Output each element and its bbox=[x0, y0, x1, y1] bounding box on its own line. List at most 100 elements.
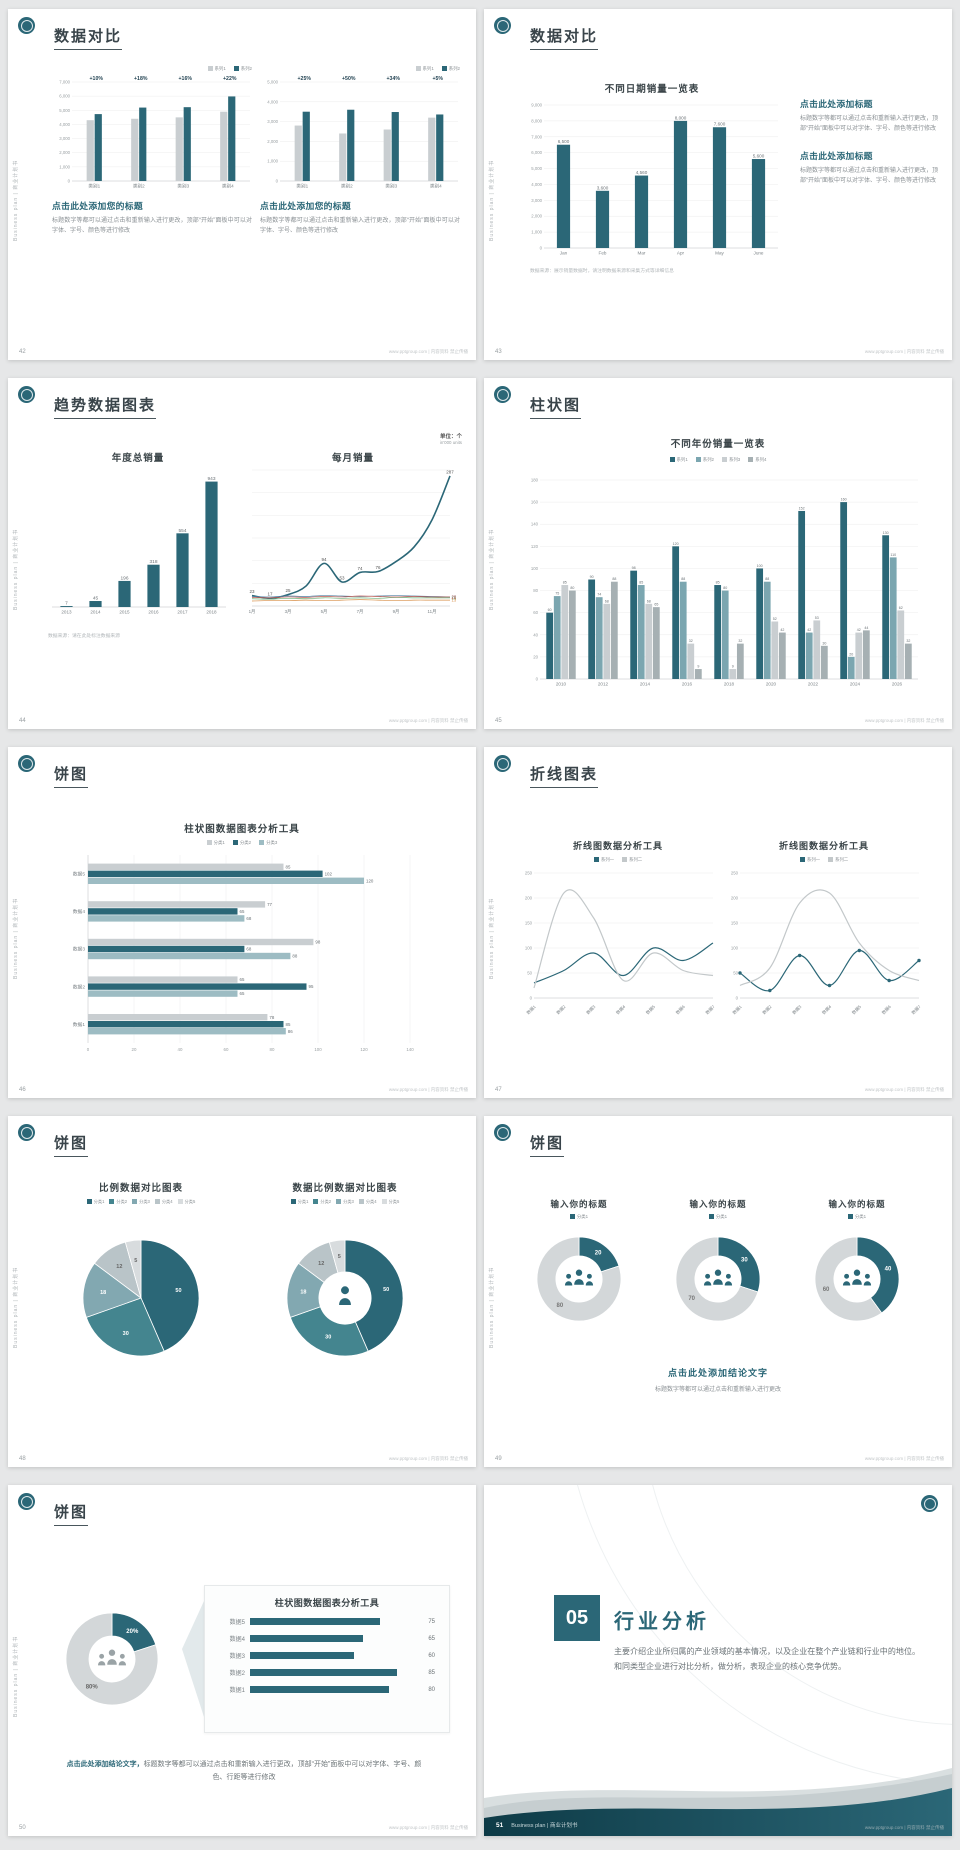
svg-text:80: 80 bbox=[533, 588, 538, 593]
watermark: www.pptgroup.com | 内容资料 禁止传播 bbox=[388, 718, 468, 723]
annual-sales-chart: 2013 7 2014 45 2015 196 2016 318 2017 554 2018 943 bbox=[48, 464, 228, 616]
svg-text:152: 152 bbox=[799, 506, 805, 510]
svg-text:68: 68 bbox=[246, 916, 251, 921]
donut-chart: 50 30 18 12 5 bbox=[246, 1205, 444, 1391]
slide-47[interactable]: Business plan | 商业计划书 折线图表 折线图数据分析工具 系列一… bbox=[484, 747, 952, 1098]
svg-text:80: 80 bbox=[557, 1303, 564, 1309]
page-number: 50 bbox=[19, 1825, 26, 1831]
svg-text:数据2: 数据2 bbox=[555, 1003, 568, 1015]
watermark: www.pptgroup.com | 内容资料 禁止传播 bbox=[864, 1825, 944, 1830]
svg-text:95: 95 bbox=[309, 984, 314, 989]
svg-text:74: 74 bbox=[597, 593, 601, 597]
slide-49[interactable]: Business plan | 商业计划书 饼图 输入你的标题 分类1 20 80… bbox=[484, 1116, 952, 1467]
brand-logo-icon bbox=[18, 386, 35, 403]
svg-text:160: 160 bbox=[531, 500, 539, 505]
legend-item: 系列2 bbox=[441, 66, 460, 72]
page-number: 43 bbox=[495, 349, 502, 355]
svg-text:3,600: 3,600 bbox=[597, 185, 609, 190]
svg-text:1,000: 1,000 bbox=[267, 159, 278, 164]
svg-text:May: May bbox=[715, 251, 724, 256]
svg-text:数据1: 数据1 bbox=[73, 1021, 86, 1028]
page-number: 49 bbox=[495, 1456, 502, 1462]
slide-43[interactable]: Business plan | 商业计划书 数据对比 不同日期销量一览表 0 1,… bbox=[484, 9, 952, 360]
svg-text:75: 75 bbox=[555, 592, 559, 596]
svg-text:12: 12 bbox=[116, 1264, 122, 1270]
svg-text:23: 23 bbox=[249, 589, 255, 594]
svg-text:2024: 2024 bbox=[850, 682, 861, 687]
svg-text:30: 30 bbox=[325, 1334, 331, 1340]
svg-text:6,000: 6,000 bbox=[531, 150, 542, 155]
legend-item: 系列4 bbox=[748, 457, 766, 463]
svg-text:42: 42 bbox=[807, 628, 811, 632]
legend-item: 系列二 bbox=[622, 857, 642, 863]
sidebar-vertical-text: Business plan | 商业计划书 bbox=[13, 1266, 19, 1348]
legend-item: 分类1 bbox=[569, 1214, 588, 1220]
svg-text:7,000: 7,000 bbox=[59, 80, 70, 85]
svg-text:68: 68 bbox=[605, 599, 609, 603]
svg-text:50: 50 bbox=[527, 971, 532, 976]
donut-chart-block: 数据比例数据对比图表 分类1 分类2 分类3 分类4 分类5 50 30 18 12 5 bbox=[246, 1180, 444, 1391]
svg-text:80: 80 bbox=[723, 586, 727, 590]
svg-text:100: 100 bbox=[531, 566, 539, 571]
svg-text:120: 120 bbox=[360, 1047, 368, 1052]
svg-text:85: 85 bbox=[639, 581, 643, 585]
svg-text:2012: 2012 bbox=[598, 682, 609, 687]
svg-text:60: 60 bbox=[533, 610, 538, 615]
slide-45[interactable]: Business plan | 商业计划书 柱状图 不同年份销量一览表 系列1 系… bbox=[484, 378, 952, 729]
slide-46[interactable]: Business plan | 商业计划书 饼图 柱状图数据图表分析工具 分类1… bbox=[8, 747, 476, 1098]
svg-text:数据4: 数据4 bbox=[614, 1003, 627, 1015]
svg-text:8,000: 8,000 bbox=[675, 115, 687, 120]
legend-item: 分类2 bbox=[109, 1199, 127, 1205]
svg-text:2014: 2014 bbox=[90, 610, 101, 615]
multi-series-column-chart: 0 20 40 60 80 100 120 140 160 180 2010 60 75 85 80 2012… bbox=[520, 470, 920, 688]
slide-50[interactable]: Business plan | 商业计划书 饼图 20% 80% 柱状图数据图表分… bbox=[8, 1485, 476, 1836]
bar-list-row: 数据4 65 bbox=[229, 1635, 435, 1643]
svg-text:4,000: 4,000 bbox=[59, 122, 70, 127]
legend-item: 系列一 bbox=[799, 857, 820, 863]
unit-label: 单位：个 in'000 units bbox=[440, 432, 462, 445]
footer-text: Business plan | 商业计划书 bbox=[511, 1823, 578, 1829]
slide-51[interactable]: 05 行业分析 主要介绍企业所归属的产业领域的基本情况，以及企业在整个产业链和行… bbox=[484, 1485, 952, 1836]
block-heading: 点击此处添加标题 bbox=[800, 99, 873, 109]
svg-text:40: 40 bbox=[885, 1267, 892, 1273]
legend-item: 系列1 bbox=[415, 66, 434, 72]
svg-text:6,000: 6,000 bbox=[59, 94, 70, 99]
svg-text:数据3: 数据3 bbox=[791, 1003, 804, 1015]
slide-48[interactable]: Business plan | 商业计划书 饼图 比例数据对比图表 分类1 分类2… bbox=[8, 1116, 476, 1467]
svg-text:数据2: 数据2 bbox=[73, 983, 86, 990]
legend-item: 分类4 bbox=[358, 1199, 377, 1205]
slide-42[interactable]: Business plan | 商业计划书 数据对比 系列1 系列2 0 1,000… bbox=[8, 9, 476, 360]
donut-block-2: 输入你的标题 分类1 30 70 bbox=[649, 1198, 787, 1338]
svg-text:32: 32 bbox=[689, 639, 693, 643]
chart-title: 不同年份销量一览表 bbox=[670, 439, 766, 450]
svg-text:65: 65 bbox=[654, 603, 658, 607]
brand-logo-icon bbox=[494, 386, 511, 403]
monthly-sales-line-chart: 1月 3月 5月 7月 9月 11月 23 17 25 94 53 74 76 287 18 20 13 20 bbox=[244, 464, 462, 616]
sidebar-vertical-text: Business plan | 商业计划书 bbox=[489, 897, 495, 979]
page-number: 48 bbox=[19, 1456, 26, 1462]
legend-item: 分类4 bbox=[154, 1199, 173, 1205]
pie-chart: 50 30 18 12 5 bbox=[42, 1205, 240, 1391]
legend-item: 分类1 bbox=[290, 1199, 308, 1205]
svg-text:250: 250 bbox=[731, 871, 739, 876]
watermark: www.pptgroup.com | 内容资料 禁止传播 bbox=[864, 1087, 944, 1092]
svg-text:68: 68 bbox=[647, 599, 651, 603]
svg-text:18: 18 bbox=[300, 1290, 306, 1296]
chart-title: 折线图数据分析工具 bbox=[778, 841, 869, 851]
svg-text:类别1: 类别1 bbox=[296, 183, 308, 190]
chart-svg: 0 50 100 150 200 250 数据1 数据2 数据3 数据4 数据5 数据6 数据7 bbox=[525, 871, 717, 1016]
page-number: 46 bbox=[19, 1087, 26, 1093]
svg-text:40: 40 bbox=[533, 632, 538, 637]
svg-text:88: 88 bbox=[681, 577, 685, 581]
svg-text:100: 100 bbox=[757, 564, 763, 568]
slide-44[interactable]: Business plan | 商业计划书 趋势数据图表 年度总销量 2013 7… bbox=[8, 378, 476, 729]
legend-item: 分类2 bbox=[313, 1199, 331, 1205]
svg-text:98: 98 bbox=[315, 940, 320, 945]
legend-item: 系列1 bbox=[207, 66, 226, 72]
svg-text:287: 287 bbox=[446, 469, 454, 474]
svg-text:25: 25 bbox=[285, 588, 291, 593]
legend-item: 分类5 bbox=[381, 1199, 399, 1205]
svg-text:150: 150 bbox=[525, 921, 533, 926]
svg-text:5,000: 5,000 bbox=[267, 80, 278, 85]
